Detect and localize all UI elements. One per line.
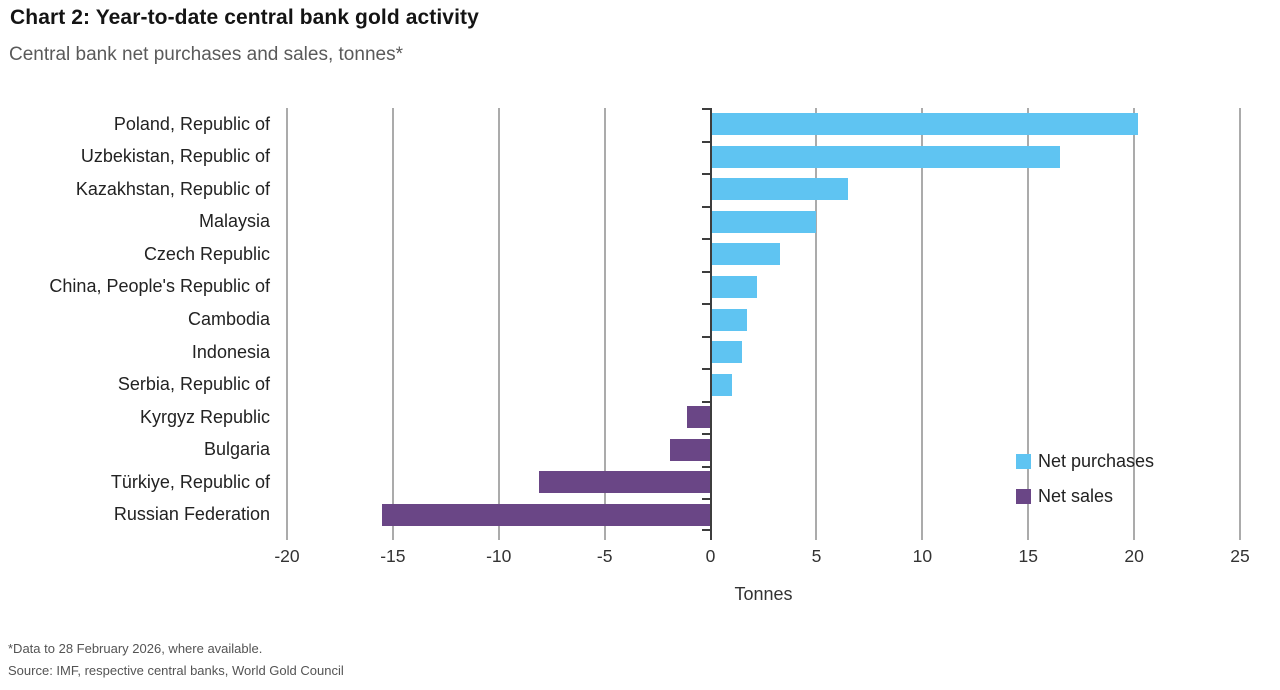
- category-axis-tick: [701, 400, 710, 403]
- chart-legend: Net purchases Net sales: [1016, 444, 1154, 514]
- bar: [710, 308, 747, 331]
- category-label: Uzbekistan, Republic of: [80, 146, 270, 167]
- legend-item: Net purchases: [1016, 444, 1154, 479]
- x-tick-label: 0: [705, 546, 716, 566]
- category-axis-tick: [701, 173, 710, 176]
- bar: [382, 503, 711, 526]
- x-tick-label: -15: [380, 546, 406, 566]
- bar-chart-plot-area: [286, 108, 1241, 540]
- bar: [710, 275, 758, 298]
- x-tick-label: 25: [1230, 546, 1250, 566]
- gridline: [1239, 108, 1241, 531]
- x-tick-label: 20: [1124, 546, 1144, 566]
- axis-tick-mark: [921, 531, 924, 540]
- category-axis-tick: [701, 368, 710, 371]
- x-axis-tick-labels: -20 -15 -10 -5 0 5 10 15 20 25: [274, 546, 1249, 570]
- bar: [710, 145, 1060, 168]
- axis-tick-mark: [709, 531, 712, 540]
- category-axis-tick: [701, 433, 710, 436]
- category-axis-tick: [701, 303, 710, 306]
- footnote-data-note: *Data to 28 February 2026, where availab…: [8, 641, 263, 656]
- category-label: Serbia, Republic of: [117, 374, 270, 395]
- bar: [710, 210, 817, 233]
- category-label: Kyrgyz Republic: [139, 406, 270, 427]
- gridline: [815, 108, 818, 531]
- legend-item: Net sales: [1016, 479, 1154, 514]
- category-axis-tick: [701, 270, 710, 273]
- axis-tick-mark: [815, 531, 818, 540]
- bar: [710, 178, 849, 201]
- category-axis-tick: [701, 498, 710, 501]
- x-tick-label: 15: [1018, 546, 1038, 566]
- gridline: [286, 108, 288, 531]
- axis-tick-mark: [1239, 531, 1241, 540]
- category-label: Kazakhstan, Republic of: [75, 178, 270, 199]
- bar: [710, 113, 1139, 136]
- gridline: [603, 108, 606, 531]
- gridline: [391, 108, 394, 531]
- x-tick-label: -20: [274, 546, 300, 566]
- bar: [687, 406, 711, 429]
- category-label: Cambodia: [187, 308, 270, 329]
- axis-tick-mark: [391, 531, 394, 540]
- legend-swatch: [1016, 489, 1031, 504]
- bar: [710, 373, 732, 396]
- category-axis-tick: [701, 140, 710, 143]
- chart-title: Chart 2: Year-to-date central bank gold …: [10, 6, 479, 29]
- x-axis-title: Tonnes: [734, 584, 793, 604]
- axis-tick-mark: [286, 531, 288, 540]
- category-axis-tick: [701, 238, 710, 241]
- category-axis-tick: [701, 529, 710, 531]
- zero-axis-line: [709, 108, 712, 531]
- bar: [670, 438, 711, 461]
- category-axis-tick: [701, 205, 710, 208]
- gridline: [1133, 108, 1136, 531]
- axis-tick-mark: [1027, 531, 1030, 540]
- category-label: Indonesia: [191, 341, 270, 362]
- legend-swatch: [1016, 454, 1031, 469]
- gridline: [921, 108, 924, 531]
- category-label: China, People's Republic of: [49, 276, 270, 297]
- category-axis-tick: [701, 108, 710, 110]
- x-tick-label: 5: [811, 546, 822, 566]
- category-axis-labels: Poland, Republic of Uzbekistan, Republic …: [0, 108, 270, 531]
- x-tick-label: 10: [912, 546, 933, 566]
- category-label: Bulgaria: [203, 439, 270, 460]
- category-label: Czech Republic: [143, 243, 270, 264]
- axis-tick-mark: [1133, 531, 1136, 540]
- category-axis-tick: [701, 465, 710, 468]
- bar: [710, 243, 781, 266]
- gridline: [497, 108, 500, 531]
- chart-subtitle: Central bank net purchases and sales, to…: [9, 44, 403, 65]
- axis-tick-mark: [497, 531, 500, 540]
- category-label: Malaysia: [198, 211, 270, 232]
- category-axis-tick: [701, 335, 710, 338]
- bar: [539, 471, 711, 494]
- category-label: Russian Federation: [113, 504, 270, 525]
- axis-tick-mark: [603, 531, 606, 540]
- x-tick-label: -10: [486, 546, 512, 566]
- footnote-source: Source: IMF, respective central banks, W…: [8, 663, 344, 678]
- category-label: Poland, Republic of: [113, 113, 270, 134]
- x-tick-label: -5: [596, 546, 613, 566]
- category-label: Türkiye, Republic of: [110, 471, 270, 492]
- gridline: [1027, 108, 1030, 531]
- legend-label: Net sales: [1038, 486, 1114, 506]
- bar: [710, 341, 743, 364]
- legend-label: Net purchases: [1038, 451, 1155, 471]
